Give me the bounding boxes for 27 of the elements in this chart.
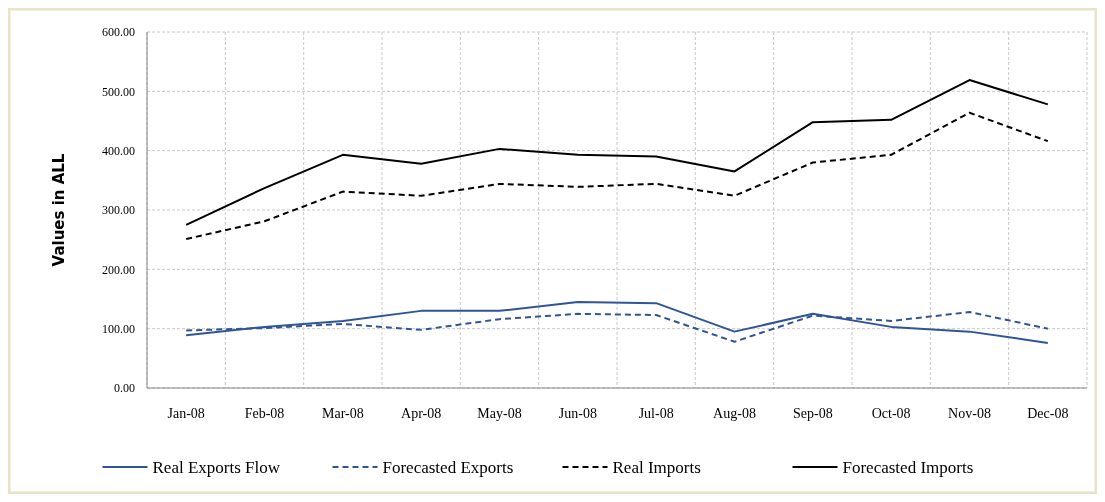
legend-label: Real Exports Flow <box>152 457 281 477</box>
line-series <box>185 111 1049 241</box>
x-tick-label: Oct-08 <box>871 406 911 421</box>
line-series <box>185 79 1049 226</box>
legend-label: Real Imports <box>612 457 701 477</box>
x-tick-label: Sep-08 <box>793 406 833 421</box>
y-tick-label: 400.00 <box>102 143 135 158</box>
x-tick-label: Apr-08 <box>401 406 442 421</box>
legend-label: Forecasted Imports <box>842 457 974 477</box>
x-tick-label: Jul-08 <box>638 406 674 421</box>
legend-label: Forecasted Exports <box>382 457 514 477</box>
x-tick-label: Jun-08 <box>558 406 597 421</box>
y-tick-label: 100.00 <box>102 321 135 336</box>
y-tick-label: 0.00 <box>114 381 135 396</box>
x-tick-label: Dec-08 <box>1027 406 1069 421</box>
line-series <box>185 300 1049 344</box>
x-tick-label: Nov-08 <box>948 406 991 421</box>
y-tick-label: 600.00 <box>102 25 135 40</box>
y-axis-title: Values in ALL <box>50 153 68 267</box>
x-tick-label: Mar-08 <box>321 406 364 421</box>
x-tick-label: May-08 <box>477 406 522 421</box>
y-tick-label: 500.00 <box>102 84 135 99</box>
x-tick-label: Aug-08 <box>713 406 756 421</box>
y-tick-label: 200.00 <box>102 262 135 277</box>
y-tick-label: 300.00 <box>102 203 135 218</box>
x-tick-label: Feb-08 <box>244 406 285 421</box>
x-tick-label: Jan-08 <box>167 406 205 421</box>
